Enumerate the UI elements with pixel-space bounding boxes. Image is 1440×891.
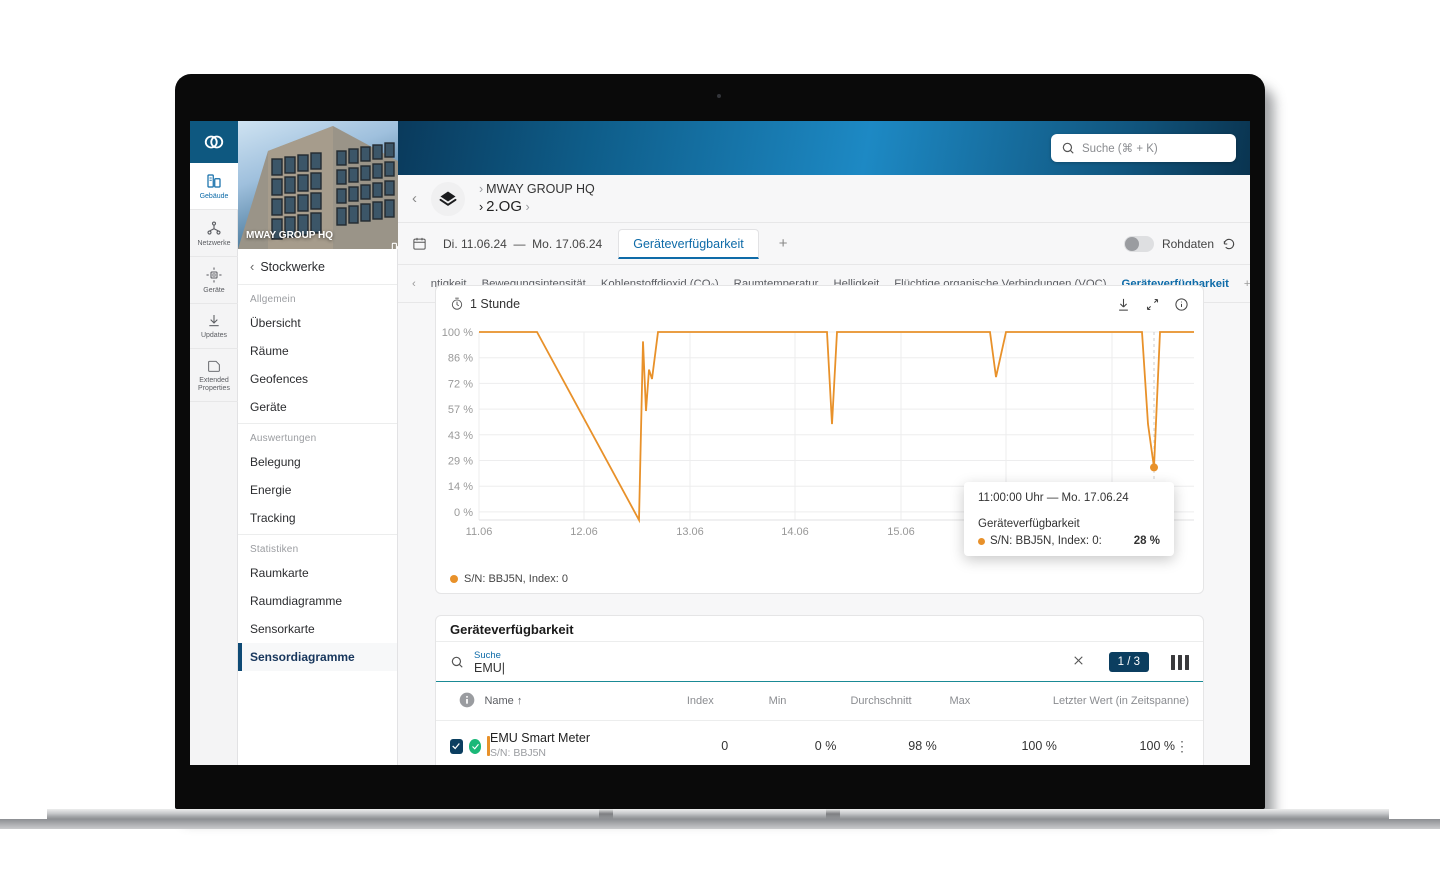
svg-text:57 %: 57 % — [448, 404, 473, 416]
svg-text:72 %: 72 % — [448, 378, 473, 390]
svg-text:14 %: 14 % — [448, 481, 473, 493]
svg-text:29 %: 29 % — [448, 456, 473, 468]
svg-text:0 %: 0 % — [454, 507, 473, 519]
svg-text:13.06: 13.06 — [676, 526, 704, 538]
svg-text:43 %: 43 % — [448, 430, 473, 442]
svg-text:11.06: 11.06 — [466, 526, 493, 538]
svg-text:100 %: 100 % — [442, 327, 473, 339]
svg-text:86 %: 86 % — [448, 353, 473, 365]
svg-text:15.06: 15.06 — [887, 526, 915, 538]
svg-text:14.06: 14.06 — [781, 526, 809, 538]
svg-text:12.06: 12.06 — [570, 526, 598, 538]
